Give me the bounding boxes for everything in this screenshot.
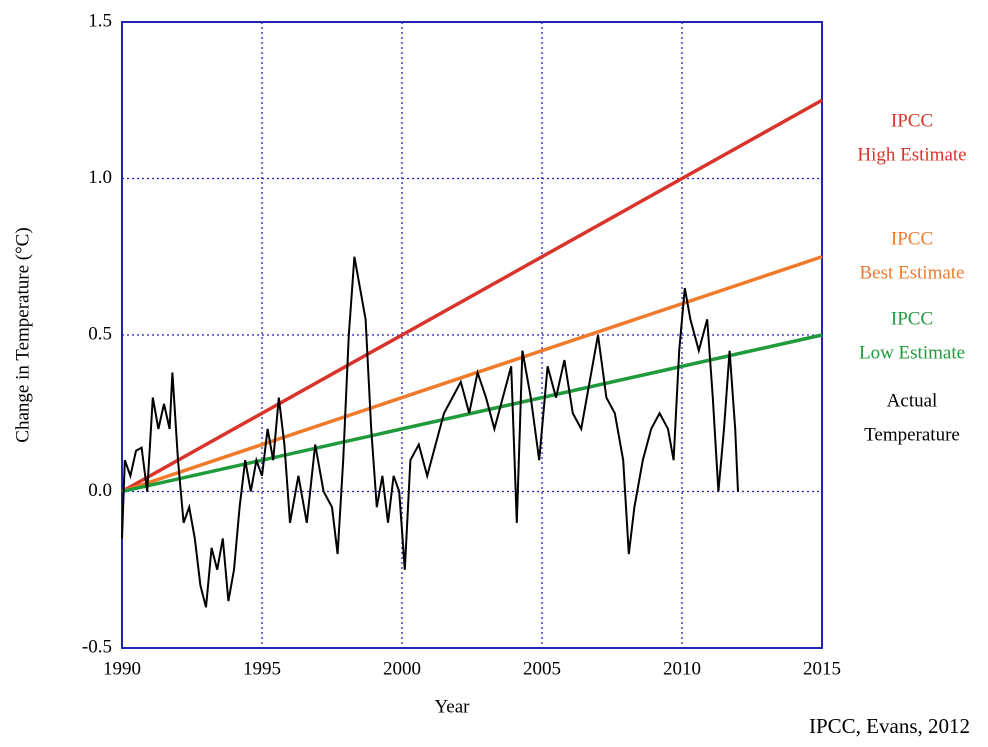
x-tick-label: 1995 — [243, 658, 281, 679]
x-tick-label: 2010 — [663, 658, 701, 679]
x-tick-label: 1990 — [103, 658, 141, 679]
y-tick-label: 1.5 — [88, 10, 112, 31]
source: IPCC, Evans, 2012 — [809, 714, 970, 738]
y-tick-label: 0.0 — [88, 480, 112, 501]
y-tick-label: 1.0 — [88, 167, 112, 188]
series-line — [121, 255, 823, 494]
y-tick-label: -0.5 — [82, 636, 112, 657]
legend-label: Best Estimate — [859, 262, 964, 283]
y-tick-label: 0.5 — [88, 323, 112, 344]
y-axis-label: Change in Temperature (°C) — [12, 227, 33, 442]
legend-label: Temperature — [864, 424, 960, 445]
legend-label: IPCC — [891, 308, 933, 329]
series-line — [121, 98, 823, 494]
series-line — [121, 256, 739, 608]
x-axis-label: Year — [434, 696, 470, 717]
series-line — [121, 333, 823, 494]
x-tick-label: 2000 — [383, 658, 421, 679]
x-tick-label: 2005 — [523, 658, 561, 679]
legend-label: IPCC — [891, 110, 933, 131]
x-tick-label: 2015 — [803, 658, 841, 679]
legend-label: IPCC — [891, 228, 933, 249]
legend-label: Actual — [887, 390, 938, 411]
legend-label: High Estimate — [857, 144, 966, 165]
legend-label: Low Estimate — [859, 342, 965, 363]
